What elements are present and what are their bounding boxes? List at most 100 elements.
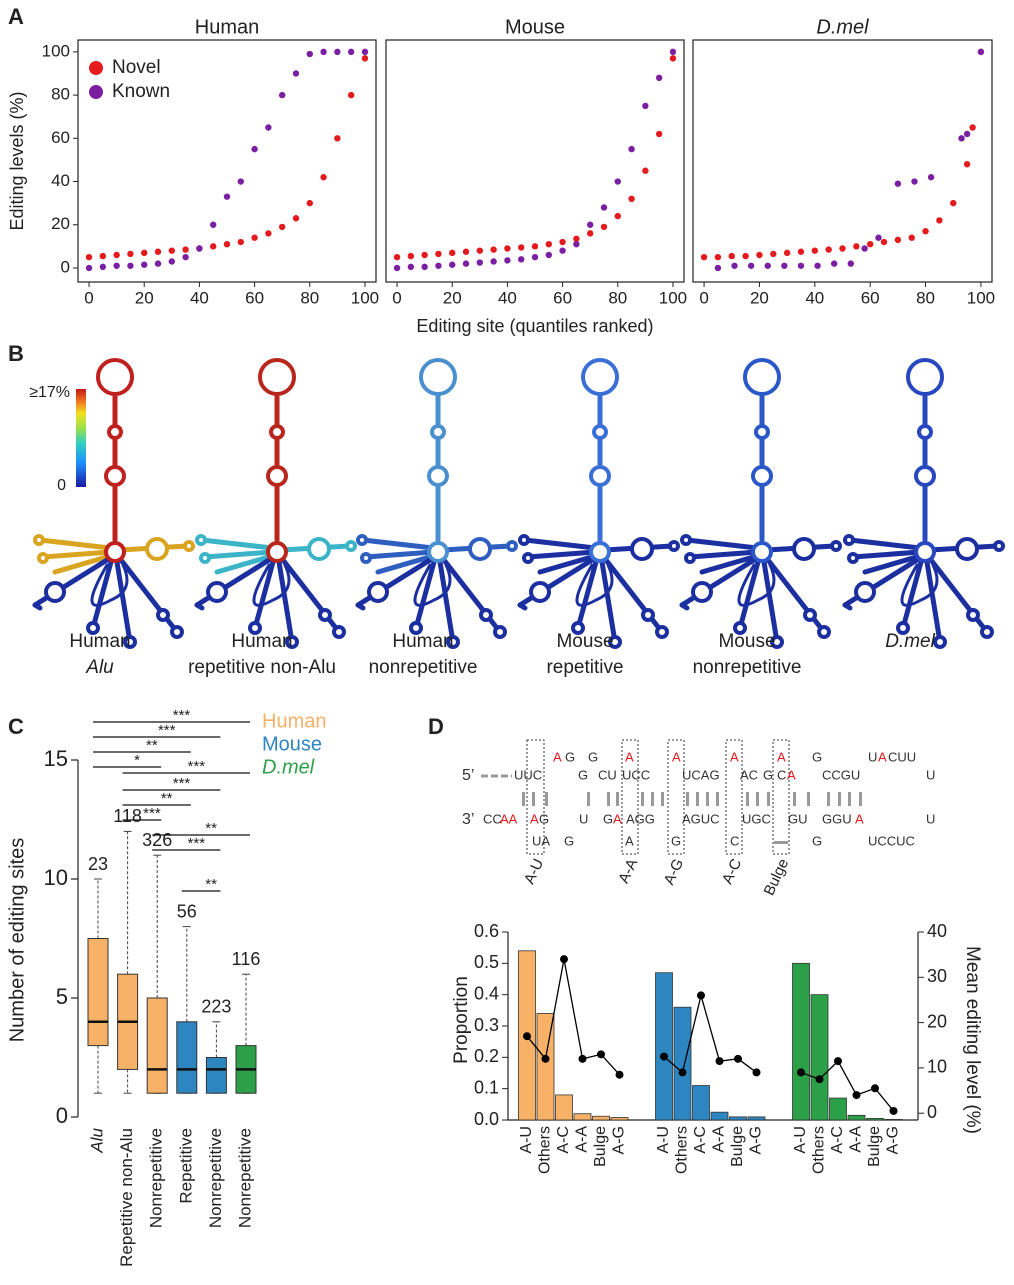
loop xyxy=(847,552,859,564)
base: UGC xyxy=(742,811,771,826)
structure-label: Human xyxy=(231,631,292,652)
point xyxy=(334,135,341,142)
loop xyxy=(955,537,979,561)
point xyxy=(908,234,915,241)
point xyxy=(714,253,722,261)
structure-label: repetitive xyxy=(546,657,623,678)
level-point xyxy=(541,1054,550,1063)
loop xyxy=(367,581,389,603)
loop xyxy=(427,465,449,487)
bar xyxy=(610,1117,629,1121)
stem xyxy=(202,549,275,560)
loop xyxy=(680,534,692,546)
loop xyxy=(430,424,446,440)
loop xyxy=(195,534,207,546)
point xyxy=(797,262,805,269)
x-tick-label: 20 xyxy=(750,288,769,307)
loop xyxy=(44,581,66,603)
point xyxy=(476,259,484,266)
base: A xyxy=(613,811,622,826)
point xyxy=(449,249,456,257)
y-tick-label: 40 xyxy=(51,171,70,190)
point xyxy=(545,251,552,259)
y2-axis-label: Mean editing level (%) xyxy=(962,946,983,1134)
mismatch-label: Bulge xyxy=(761,856,793,898)
mismatch-label: A-C xyxy=(719,856,745,887)
loop xyxy=(906,358,944,396)
point xyxy=(728,252,735,260)
y-tick-label: 0.2 xyxy=(474,1046,499,1066)
base: CU xyxy=(598,767,617,782)
colorbar-label: 0 xyxy=(57,477,66,494)
base: U xyxy=(926,811,935,826)
level-point xyxy=(889,1106,898,1115)
point xyxy=(922,228,929,235)
point xyxy=(407,252,415,260)
base: A xyxy=(855,811,864,826)
level-point xyxy=(715,1057,724,1066)
point xyxy=(518,244,525,251)
level-point xyxy=(523,1032,531,1041)
point xyxy=(320,48,327,56)
point xyxy=(210,221,217,228)
point xyxy=(361,55,369,62)
base: UCC xyxy=(622,767,650,782)
base: G xyxy=(603,811,613,826)
loop xyxy=(737,563,776,607)
legend-label: Known xyxy=(112,81,170,102)
x-tick-label: Repetitive non-Alu xyxy=(117,1128,136,1267)
bar xyxy=(847,1114,866,1121)
point xyxy=(210,243,217,250)
loop xyxy=(107,424,123,440)
loop xyxy=(754,424,770,440)
loop xyxy=(96,358,134,396)
stem xyxy=(684,537,760,551)
base: G xyxy=(812,833,822,848)
loop xyxy=(427,541,449,563)
point xyxy=(866,240,874,248)
panel-label: B xyxy=(8,341,24,366)
stem xyxy=(928,557,990,635)
box xyxy=(87,938,109,1047)
point xyxy=(237,238,244,246)
chart-title: Mouse xyxy=(505,16,565,38)
point xyxy=(154,260,162,267)
loop xyxy=(356,534,368,546)
point xyxy=(811,247,819,254)
point xyxy=(742,252,749,260)
x-tick-label: A-U xyxy=(792,1126,809,1154)
y-axis-label: Number of editing sites xyxy=(6,838,28,1043)
point xyxy=(927,174,935,181)
level-point xyxy=(815,1075,824,1084)
point xyxy=(880,238,888,246)
pairing-diagram: A G G A A A A G U A CUU 5’ UUC G CU UCC … xyxy=(462,739,935,898)
colorbar xyxy=(76,389,86,487)
legend-marker xyxy=(89,61,103,75)
point xyxy=(936,217,943,224)
base: A xyxy=(530,811,539,826)
point xyxy=(894,236,902,244)
base: CC xyxy=(483,811,502,826)
x-tick-label: Repetitive xyxy=(176,1128,195,1204)
point xyxy=(875,234,882,241)
loop xyxy=(37,552,49,564)
loop xyxy=(843,534,855,546)
stem xyxy=(413,559,437,631)
loop xyxy=(123,635,137,649)
significance-label: *** xyxy=(173,775,191,792)
y-tick-label: 0.0 xyxy=(474,1109,499,1129)
loop xyxy=(104,541,126,563)
structure-label: Mouse xyxy=(718,631,775,652)
mismatch-label: A-G xyxy=(661,856,688,887)
level-point xyxy=(678,1068,687,1077)
loop xyxy=(914,541,936,563)
loop xyxy=(446,635,460,649)
y-tick-label: 0 xyxy=(56,1103,68,1128)
bar xyxy=(692,1085,710,1121)
loop xyxy=(830,540,842,552)
loop xyxy=(409,621,423,635)
count-label: 118 xyxy=(113,806,142,826)
x-tick-label: 0 xyxy=(699,288,708,307)
base: G xyxy=(763,767,773,782)
x-tick-label: 40 xyxy=(498,288,517,307)
